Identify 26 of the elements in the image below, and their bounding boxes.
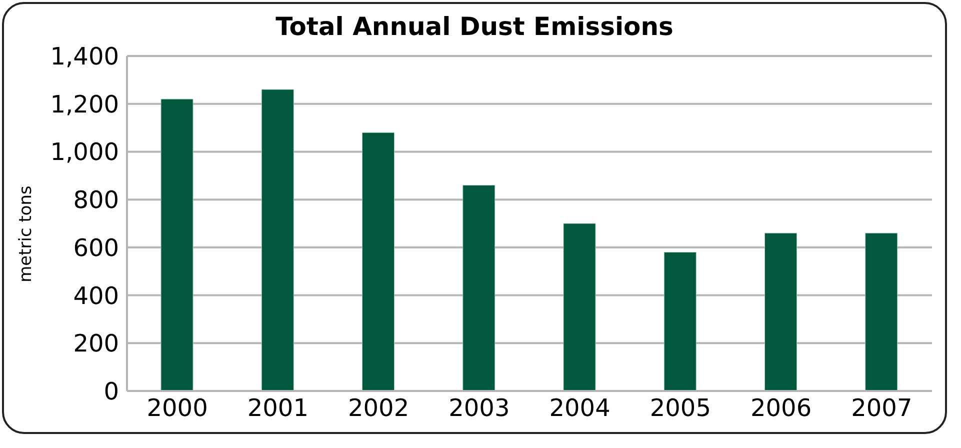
bar: [764, 232, 797, 391]
bar: [160, 98, 194, 391]
y-tick-label: 1,400: [50, 42, 119, 71]
bar: [865, 232, 898, 391]
chart-title: Total Annual Dust Emissions: [274, 12, 674, 41]
x-tick-label: 2001: [247, 394, 308, 422]
bar: [563, 223, 596, 391]
bar: [462, 184, 496, 391]
x-tick-label: 2003: [448, 394, 510, 422]
y-tick-label: 1,200: [50, 90, 119, 118]
bar: [664, 252, 696, 391]
y-tick-label: 400: [73, 282, 119, 310]
x-tick-label: 2000: [146, 394, 208, 422]
x-tick-label: 2002: [348, 394, 410, 422]
bar: [362, 132, 394, 391]
y-tick-label: 200: [73, 330, 119, 358]
y-tick-label: 800: [73, 186, 119, 214]
bar: [261, 89, 294, 391]
x-tick-label: 2007: [851, 394, 912, 422]
y-axis-title: metric tons: [16, 186, 36, 282]
x-tick-label: 2005: [650, 394, 711, 422]
y-tick-label: 0: [104, 378, 119, 406]
x-tick-label: 2004: [549, 394, 610, 422]
y-tick-label: 1,000: [50, 138, 119, 166]
x-tick-label: 2006: [750, 394, 812, 422]
y-tick-label: 600: [73, 234, 119, 262]
